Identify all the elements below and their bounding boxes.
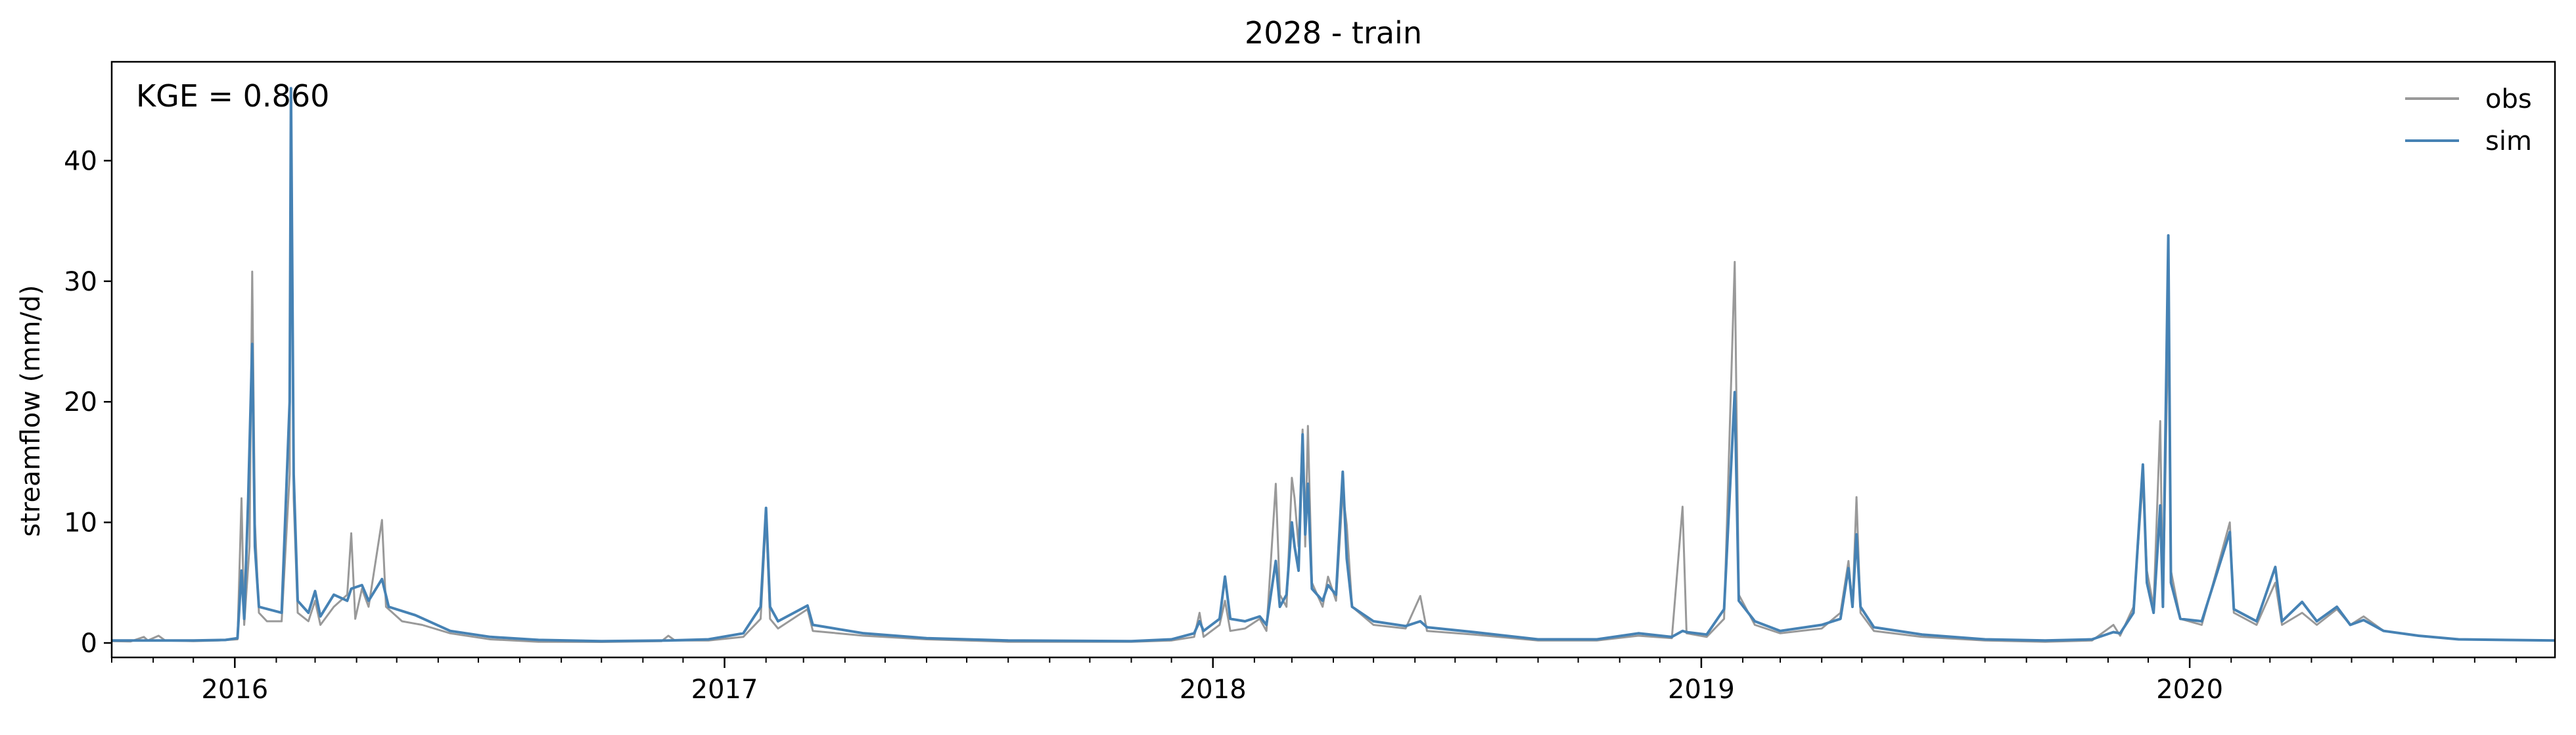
- series-line-sim: [112, 87, 2556, 643]
- y-tick-label: 20: [64, 387, 97, 417]
- legend: obs sim: [2405, 84, 2532, 156]
- y-tick-label: 10: [64, 508, 97, 538]
- legend-label-obs: obs: [2485, 84, 2532, 114]
- chart-title: 2028 - train: [1245, 15, 1422, 51]
- kge-annotation: KGE = 0.860: [136, 78, 329, 114]
- x-tick-label: 2018: [1180, 675, 1247, 705]
- x-tick-label: 2020: [2156, 675, 2223, 705]
- y-axis-label: streamflow (mm/d): [16, 285, 46, 536]
- x-tick-label: 2017: [691, 675, 758, 705]
- y-axis-ticks: 0 10 20 30 40: [64, 146, 112, 659]
- x-tick-label: 2019: [1668, 675, 1735, 705]
- y-tick-label: 30: [64, 267, 97, 297]
- y-tick-label: 0: [81, 628, 97, 659]
- series-layer: [111, 87, 2556, 643]
- y-tick-label: 40: [64, 146, 97, 176]
- x-axis-ticks: 2016 2017 2018 2019 2020: [201, 657, 2223, 705]
- legend-label-sim: sim: [2485, 126, 2532, 156]
- x-tick-label: 2016: [201, 675, 268, 705]
